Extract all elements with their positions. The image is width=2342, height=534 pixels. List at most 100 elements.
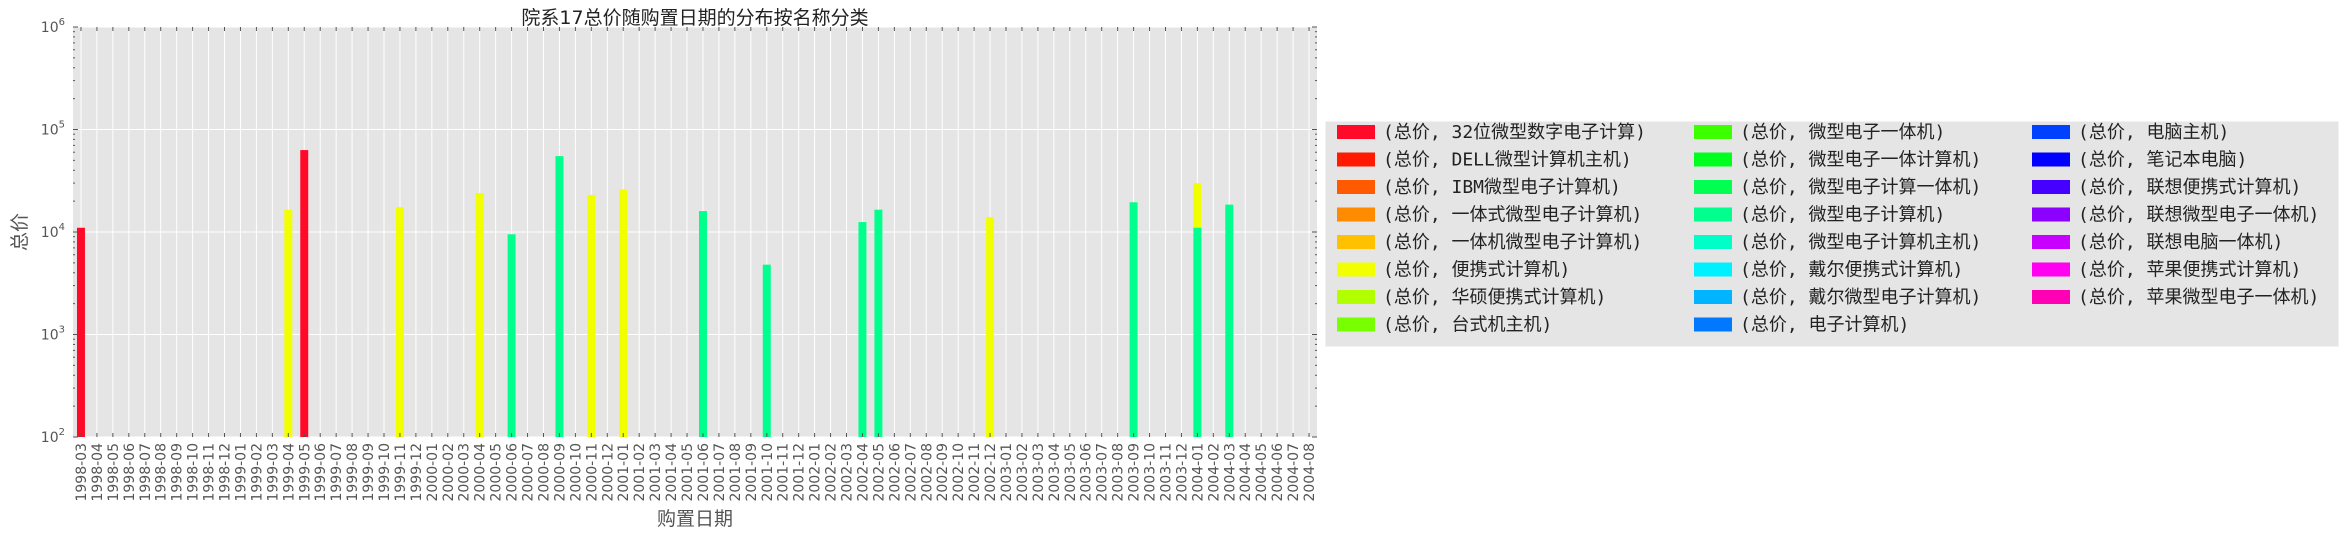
y-tick-label: 103	[41, 325, 65, 344]
legend-swatch	[2032, 125, 2070, 139]
x-tick-label: 2002-09	[935, 443, 951, 502]
x-tick-label: 2004-04	[1238, 443, 1254, 502]
x-tick-label: 2003-03	[1031, 443, 1047, 502]
legend-label: (总价, 戴尔便携式计算机)	[1740, 260, 1963, 281]
x-tick-label: 2000-05	[489, 443, 505, 502]
bars-group	[76, 150, 1234, 437]
y-minor-ticks	[73, 31, 1317, 407]
x-tick-label: 1999-06	[313, 443, 329, 502]
x-tick-label: 2002-07	[903, 443, 919, 502]
bar	[1225, 204, 1234, 437]
bar	[555, 156, 564, 437]
x-tick-label: 1998-10	[186, 443, 202, 502]
x-tick-label: 2002-12	[983, 443, 999, 502]
x-tick-label: 2003-07	[1095, 443, 1111, 502]
x-tick-label: 2003-02	[1015, 443, 1031, 502]
x-tick-label: 2000-04	[473, 443, 489, 502]
x-tick-label: 2002-05	[871, 443, 887, 502]
x-tick-label: 1998-07	[138, 443, 154, 502]
x-tick-label: 1999-09	[361, 443, 377, 502]
x-tick-label: 2003-01	[999, 443, 1015, 502]
x-tick-label: 2002-08	[919, 443, 935, 502]
legend-swatch	[2032, 207, 2070, 222]
legend-label: (总价, 便携式计算机)	[1383, 260, 1570, 281]
x-axis-title: 购置日期	[657, 508, 733, 530]
x-tick-label: 2002-11	[967, 443, 983, 502]
y-axis-ticks: 102 103 104 105 106	[41, 17, 1317, 446]
x-tick-label: 2001-08	[728, 443, 744, 502]
legend-label: (总价, DELL微型计算机主机)	[1383, 150, 1632, 171]
bar	[475, 193, 484, 437]
x-tick-label: 1999-04	[281, 443, 297, 502]
legend-swatch	[1694, 125, 1732, 139]
x-tick-label: 1998-09	[170, 443, 186, 502]
x-tick-label: 1998-08	[154, 443, 170, 502]
x-tick-label: 1998-05	[106, 443, 122, 502]
x-tick-label: 2001-04	[664, 443, 680, 502]
x-tick-label: 1999-07	[329, 443, 345, 502]
x-tick-label: 2001-07	[712, 443, 728, 502]
x-tick-label: 2000-02	[441, 443, 457, 502]
bar	[858, 222, 867, 437]
x-axis-ticks: 1998-03 1998-04 1998-05 1998-06 1998-07 1998-…	[74, 27, 1318, 502]
legend-label: (总价, 32位微型数字电子计算)	[1383, 122, 1646, 143]
x-tick-label: 2000-07	[521, 443, 537, 502]
legend-label: (总价, 联想便携式计算机)	[2078, 177, 2301, 198]
legend-label: (总价, 联想电脑一体机)	[2078, 232, 2283, 253]
y-tick-label: 102	[41, 427, 65, 446]
x-tick-label: 2001-02	[632, 443, 648, 502]
x-tick-label: 2001-09	[744, 443, 760, 502]
chart-title: 院系17总价随购置日期的分布按名称分类	[521, 7, 868, 29]
bar	[698, 211, 707, 437]
x-tick-label: 2000-01	[425, 443, 441, 502]
bar	[1129, 202, 1138, 437]
legend-swatch	[1694, 180, 1732, 194]
x-tick-label: 1999-02	[249, 443, 265, 502]
y-tick-label: 106	[41, 17, 65, 36]
bar	[507, 234, 516, 437]
x-tick-label: 2002-02	[824, 443, 840, 502]
x-tick-label: 2004-07	[1286, 443, 1302, 502]
x-tick-label: 2001-03	[648, 443, 664, 502]
legend-label: (总价, 台式机主机)	[1383, 315, 1552, 336]
legend-label: (总价, 微型电子计算机)	[1740, 205, 1945, 226]
x-tick-label: 2001-10	[760, 443, 776, 502]
legend-label: (总价, 电子计算机)	[1740, 315, 1909, 336]
y-tick-label: 104	[41, 222, 65, 241]
x-tick-label: 2001-11	[776, 443, 792, 502]
bar	[284, 209, 293, 437]
x-tick-label: 1998-03	[74, 443, 90, 502]
x-tick-label: 1998-11	[202, 443, 218, 502]
legend-label: (总价, 苹果微型电子一体机)	[2078, 287, 2319, 308]
legend-label: (总价, 微型电子一体机)	[1740, 122, 1945, 143]
x-tick-label: 1999-05	[297, 443, 313, 502]
bar	[986, 217, 995, 437]
legend-label: (总价, IBM微型电子计算机)	[1383, 177, 1621, 198]
legend-swatch	[1337, 290, 1375, 304]
x-tick-label: 2004-03	[1222, 443, 1238, 502]
legend-swatch	[1337, 262, 1375, 277]
x-tick-label: 2004-08	[1302, 443, 1318, 502]
legend-swatch	[2032, 152, 2070, 167]
x-tick-label: 2004-02	[1206, 443, 1222, 502]
legend-swatch	[1337, 125, 1375, 139]
legend-swatch	[2032, 290, 2070, 304]
legend-swatch	[1694, 152, 1732, 167]
x-tick-label: 2001-12	[792, 443, 808, 502]
legend-label: (总价, 一体式微型电子计算机)	[1383, 205, 1642, 226]
bar	[587, 194, 596, 437]
x-tick-label: 2000-12	[600, 443, 616, 502]
x-tick-label: 1999-08	[345, 443, 361, 502]
legend-label: (总价, 戴尔微型电子计算机)	[1740, 287, 1981, 308]
legend-swatch	[1694, 317, 1732, 332]
bar	[762, 264, 771, 437]
x-tick-label: 2000-06	[505, 443, 521, 502]
y-tick-label: 105	[41, 120, 65, 139]
legend-swatch	[1337, 152, 1375, 167]
bar	[619, 189, 628, 437]
x-tick-label: 1998-04	[90, 443, 106, 502]
x-tick-label: 2003-04	[1047, 443, 1063, 502]
legend-label: (总价, 微型电子计算一体机)	[1740, 177, 1981, 198]
x-tick-label: 2000-03	[457, 443, 473, 502]
